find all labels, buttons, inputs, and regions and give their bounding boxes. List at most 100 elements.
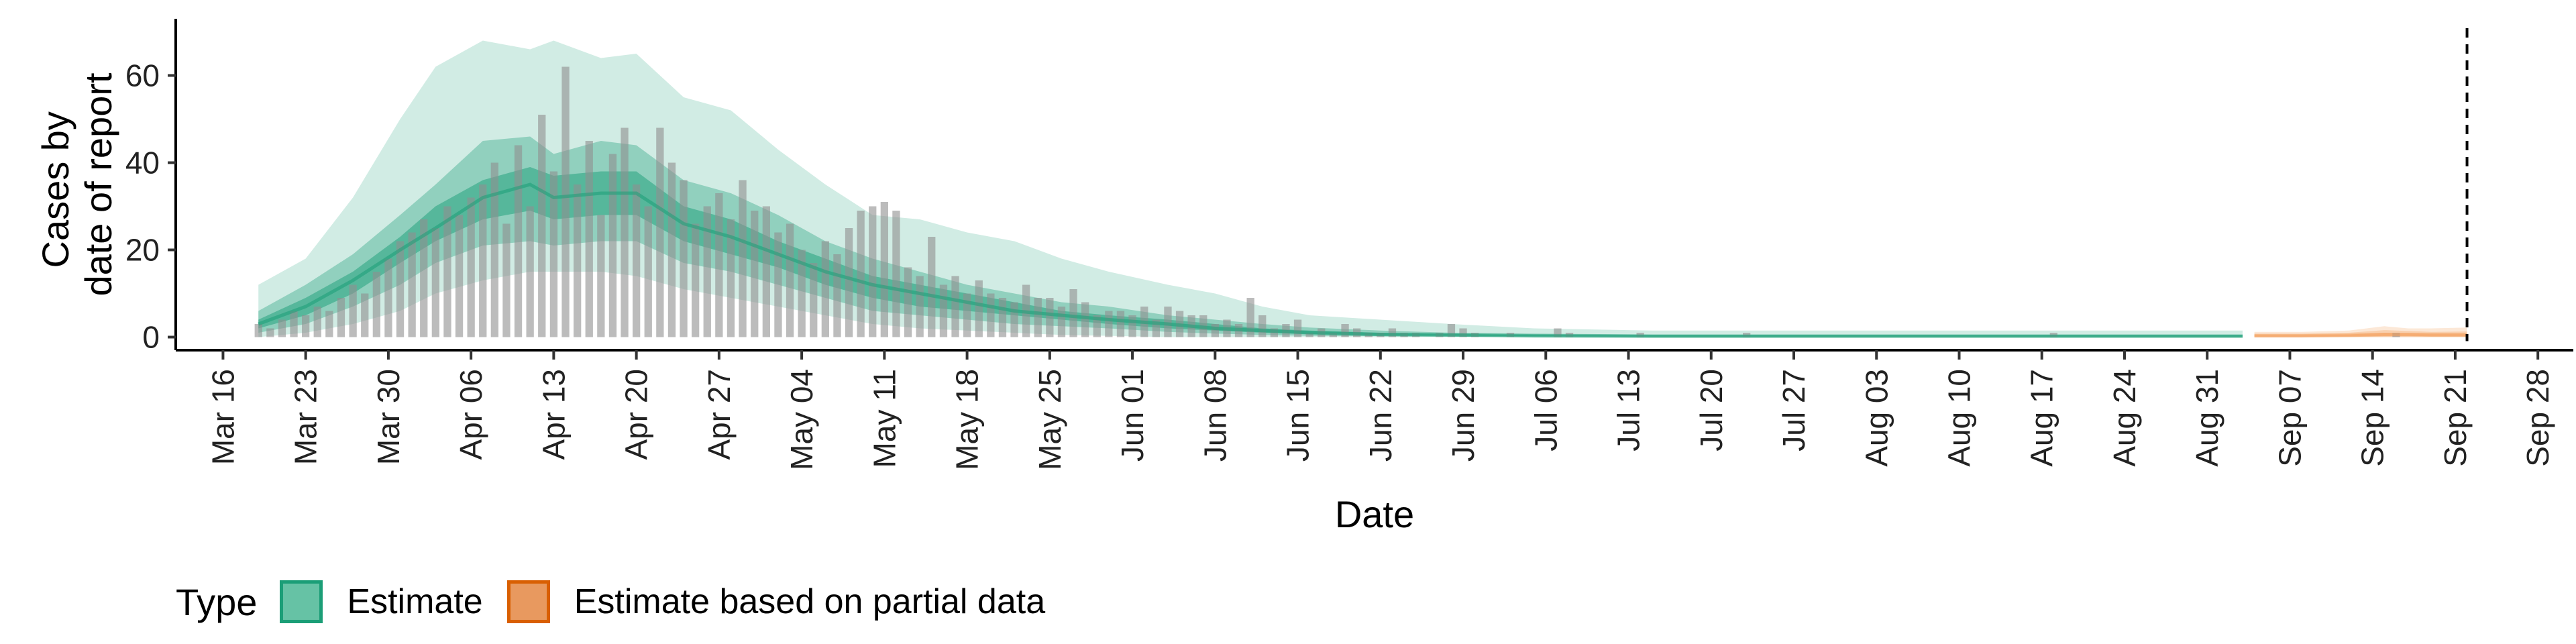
legend: Type Estimate Estimate based on partial … [176,578,1069,625]
report-bar [762,206,770,337]
report-bar [810,263,818,337]
x-tick-label: Aug 24 [2107,369,2142,467]
x-tick-label: May 11 [867,369,902,468]
report-bar [479,184,487,337]
report-bar [833,254,841,337]
report-bar [939,284,948,337]
report-bar [290,311,298,337]
report-bar [892,211,900,337]
report-bar [1164,307,1172,337]
y-axis-title: Cases by date of report [34,72,119,297]
x-tick-label: Sep 14 [2355,369,2390,467]
x-tick-label: Sep 28 [2520,369,2555,467]
legend-label-estimate: Estimate [347,582,483,621]
report-bar [1258,315,1267,337]
y-tick-label: 60 [125,58,160,93]
report-bar [857,211,865,337]
report-bar [278,319,286,337]
x-tick-label: Jul 13 [1611,369,1646,451]
report-bar [715,193,723,337]
report-bar [975,280,983,337]
median-lines [258,182,2467,338]
report-bar [325,311,333,337]
report-bar [502,223,511,337]
report-bar [490,162,498,337]
report-bar [1116,311,1125,337]
report-bar [254,324,262,337]
report-bar [916,276,924,337]
report-bar [1388,328,1397,337]
report-bar [302,315,310,337]
y-axis-title-line-1: Cases by [34,111,76,268]
x-tick-label: Apr 13 [536,369,571,460]
x-tick-label: Jul 06 [1528,369,1563,451]
report-bar [514,145,523,337]
report-bar [845,228,853,337]
report-bar [1211,324,1219,337]
report-bar [680,180,688,337]
report-bar [1293,319,1302,337]
report-bar [372,272,380,337]
report-bar [633,184,641,337]
report-bar [904,267,912,337]
report-bar [1046,298,1054,337]
report-bar [313,307,321,337]
y-tick-label: 0 [142,320,160,355]
report-bar [667,162,676,337]
x-tick-label: Mar 16 [205,369,240,465]
band-estimate-90 [258,136,2243,337]
x-axis-title: Date [1335,493,1414,535]
report-bar [266,328,274,337]
report-bar [349,284,357,337]
legend-key-estimate [280,580,323,623]
report-bar [561,66,570,337]
x-tick-label: Jun 29 [1446,369,1481,462]
x-tick-label: Apr 06 [453,369,488,460]
legend-item-estimate: Estimate [280,580,483,623]
report-bar [1081,302,1089,337]
report-bar [1246,298,1254,337]
report-bar [574,184,582,337]
report-bar [821,241,829,337]
report-bar [786,223,794,337]
x-tick-label: Jul 27 [1776,369,1811,451]
legend-label-partial: Estimate based on partial data [574,582,1046,621]
x-tick-label: Mar 30 [371,369,406,465]
report-bar [1010,302,1018,337]
report-bar [455,215,464,337]
x-tick-label: Jun 01 [1115,369,1150,462]
x-tick-label: Aug 31 [2190,369,2224,467]
report-bar [443,206,451,337]
report-bar [727,219,735,337]
report-bar [998,298,1007,337]
report-bar [361,293,369,337]
report-bar [739,180,747,337]
report-bars [254,66,2400,337]
report-bar [420,219,428,337]
report-bar [608,154,617,337]
x-tick-label: Jun 08 [1197,369,1232,462]
report-bar [1447,324,1456,337]
report-bar [692,223,700,337]
report-bar [656,127,664,337]
report-bar [1305,333,1313,337]
report-bar [880,202,888,337]
report-bar [526,206,534,337]
report-bar [337,298,345,337]
report-bar [1093,315,1101,337]
x-tick-label: Aug 10 [1942,369,1977,467]
x-tick-label: Sep 07 [2273,369,2308,467]
report-bar [869,206,877,337]
report-bar [384,258,392,337]
x-tick-label: Mar 23 [288,369,323,465]
report-bar [1034,298,1042,337]
report-bar [798,250,806,337]
report-bar [597,215,605,337]
report-bar [703,206,711,337]
x-tick-label: Aug 03 [1859,369,1894,467]
report-bar [621,127,629,337]
report-bar [408,232,416,337]
x-tick-label: Apr 20 [619,369,654,460]
report-bar [549,171,558,337]
